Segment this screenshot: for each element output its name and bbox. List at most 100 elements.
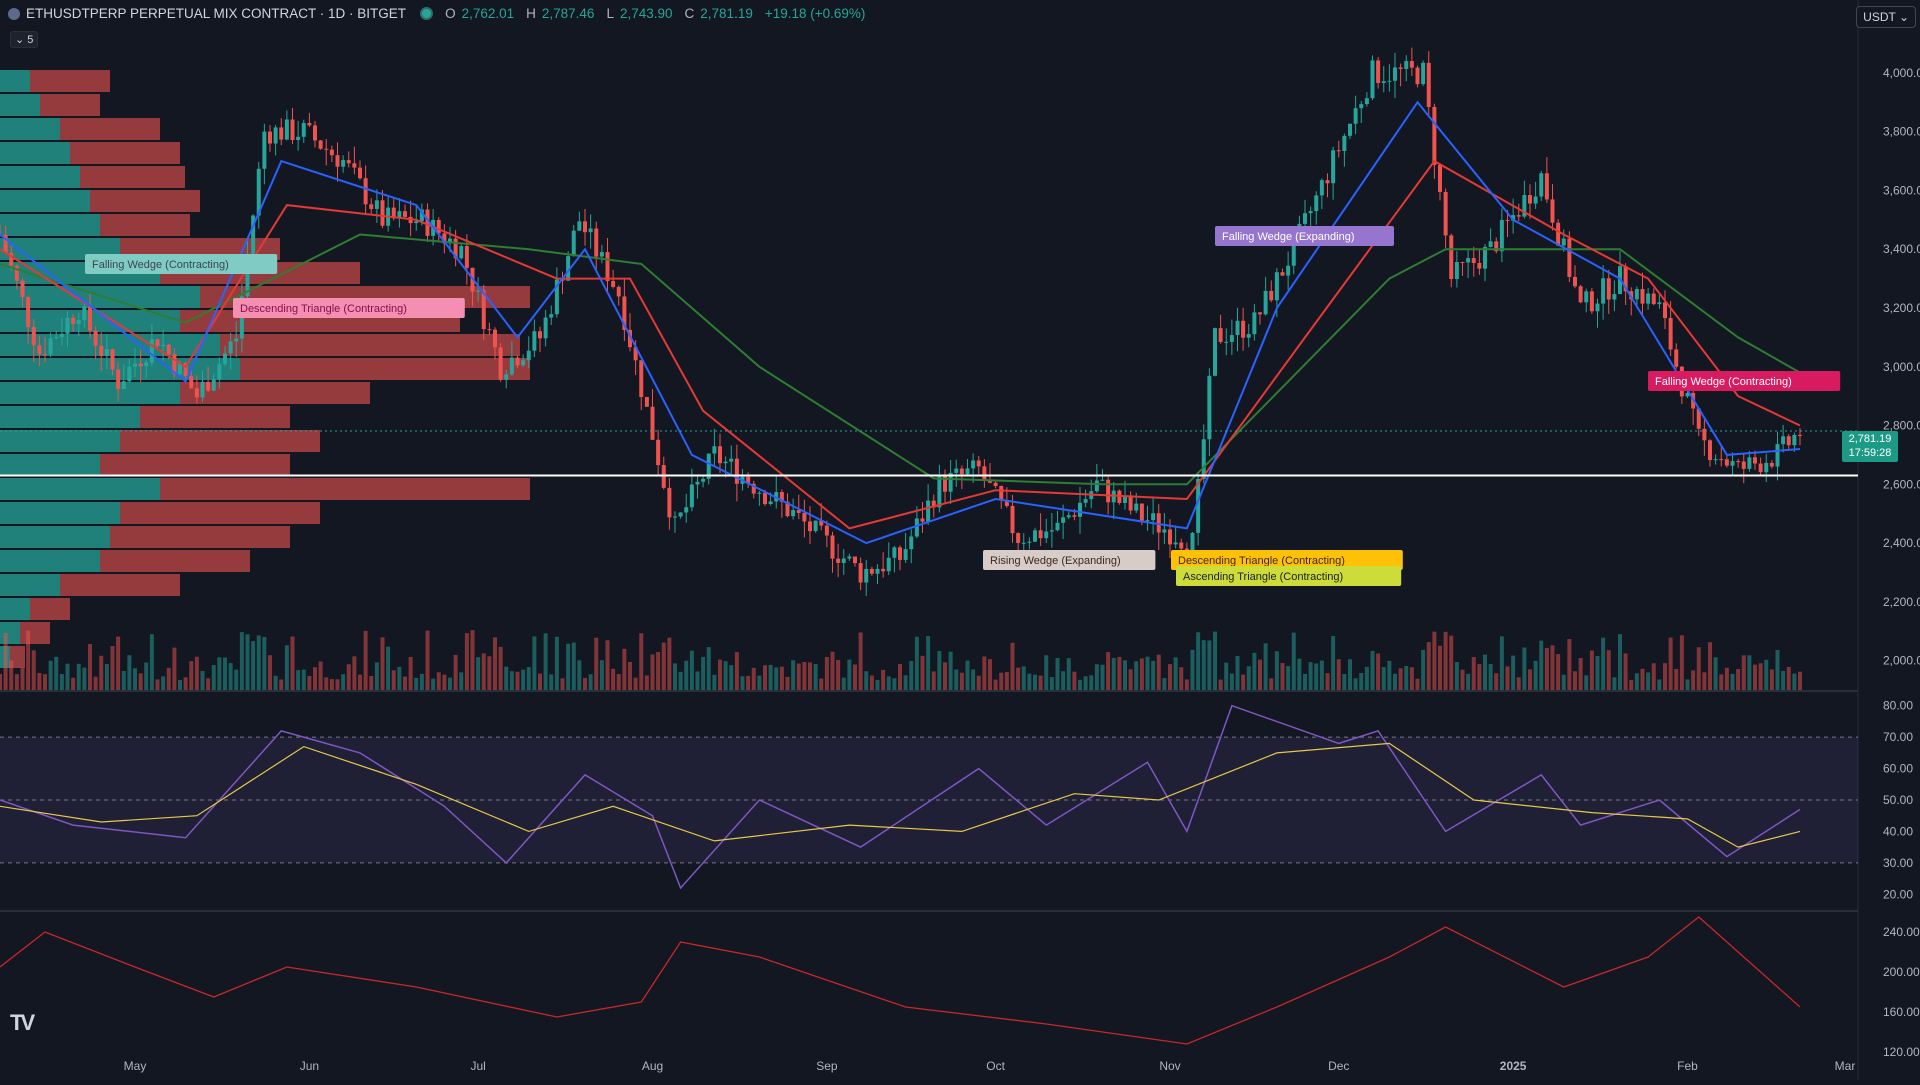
candle-body — [1696, 408, 1701, 429]
candle-body — [1466, 258, 1471, 263]
volume-bar — [1483, 654, 1487, 690]
volume-bar — [436, 672, 441, 690]
volume-bar — [1196, 632, 1201, 690]
candle-body — [1162, 529, 1167, 533]
candle-body — [1061, 517, 1066, 523]
candle-body — [1016, 533, 1021, 544]
volume-bar — [256, 635, 261, 690]
volume-bar — [127, 655, 132, 690]
volume-bar — [644, 675, 649, 690]
volume-bar — [1516, 677, 1521, 690]
candle-body — [673, 516, 677, 518]
candle-body — [1736, 461, 1741, 463]
volume-bar — [419, 673, 424, 690]
candle-body — [59, 333, 64, 338]
candle-body — [1303, 213, 1307, 224]
candle-body — [1224, 341, 1229, 343]
volume-bar — [532, 636, 537, 690]
volume-bar — [431, 678, 436, 690]
candle-body — [898, 547, 902, 560]
candle-body — [650, 406, 655, 440]
volume-bar — [206, 678, 211, 690]
high-value: 2,787.46 — [541, 6, 595, 21]
candle-body — [982, 466, 987, 480]
candle-body — [329, 149, 334, 156]
pattern-label-box — [1215, 226, 1394, 246]
volume-bar — [791, 660, 796, 690]
volume-bar — [886, 676, 891, 690]
volume-bar — [448, 677, 452, 690]
time-tick-label: Jun — [300, 1059, 319, 1073]
volume-bar — [99, 655, 104, 690]
pattern-label: Falling Wedge (Contracting) — [1655, 376, 1792, 388]
volume-bar — [1168, 664, 1172, 690]
volume-bar — [1415, 678, 1420, 690]
candle-body — [1364, 98, 1369, 105]
volume-bar — [1595, 656, 1600, 690]
volume-bar — [543, 633, 548, 690]
volume-bar — [959, 672, 964, 690]
candle-body — [1769, 462, 1774, 467]
volume-bar — [1696, 647, 1701, 690]
volume-bar — [1274, 651, 1279, 690]
volume-bar — [779, 666, 784, 690]
candle-body — [380, 200, 385, 226]
volume-profile-down-bar — [220, 334, 520, 356]
volume-profile-up-bar — [0, 478, 160, 500]
candle-body — [1421, 62, 1426, 85]
candle-body — [1646, 293, 1651, 304]
volume-bar — [1072, 671, 1077, 690]
candle-body — [706, 453, 711, 479]
market-status-icon — [420, 7, 434, 20]
volume-bar — [673, 663, 677, 690]
volume-bar — [931, 671, 936, 690]
volume-bar — [1055, 657, 1060, 690]
candle-body — [1589, 291, 1594, 312]
candle-body — [1775, 444, 1780, 467]
volume-bar — [1724, 667, 1729, 690]
candle-body — [1218, 328, 1223, 342]
volume-bar — [65, 663, 70, 690]
volume-bar — [391, 670, 396, 690]
candle-body — [43, 354, 47, 356]
volume-bar — [633, 677, 638, 690]
candle-body — [419, 209, 424, 222]
volume-bar — [138, 673, 143, 690]
candle-body — [1724, 459, 1729, 466]
volume-profile-down-bar — [20, 622, 50, 644]
candle-body — [1561, 238, 1566, 246]
time-tick-label: Sep — [816, 1059, 838, 1073]
volume-bar — [1556, 654, 1561, 690]
volume-bar — [0, 673, 2, 690]
volume-toggle-button[interactable]: ⌄ 5 — [10, 31, 39, 48]
symbol-title[interactable]: ETHUSDTPERP PERPETUAL MIX CONTRACT · 1D … — [26, 6, 407, 21]
volume-bar — [161, 676, 166, 690]
currency-select[interactable]: USDT ⌄ — [1856, 6, 1916, 28]
candle-body — [1123, 495, 1127, 503]
rsi-line — [0, 704, 1801, 890]
volume-bar — [1235, 656, 1240, 690]
candle-body — [543, 317, 548, 339]
rsi-tick-label: 70.00 — [1883, 730, 1913, 744]
candle-body — [1522, 195, 1527, 217]
pattern-label-box — [1648, 371, 1841, 391]
price-tick-label: 3,000.00 — [1883, 360, 1920, 374]
candle-body — [622, 296, 627, 330]
tradingview-logo[interactable]: TV — [10, 1010, 35, 1035]
candle-body — [31, 327, 36, 346]
volume-bar — [774, 667, 779, 690]
volume-bar — [740, 676, 745, 690]
volume-bar — [374, 662, 379, 690]
volume-bar — [881, 669, 886, 690]
candle-body — [1387, 80, 1392, 82]
candle-body — [836, 558, 841, 563]
volume-bar — [1066, 658, 1071, 690]
candle-body — [346, 160, 351, 164]
volume-bar — [425, 630, 430, 690]
candle-body — [284, 119, 289, 140]
candle-body — [611, 281, 616, 287]
candle-body — [313, 125, 317, 141]
candle-body — [1409, 61, 1414, 68]
